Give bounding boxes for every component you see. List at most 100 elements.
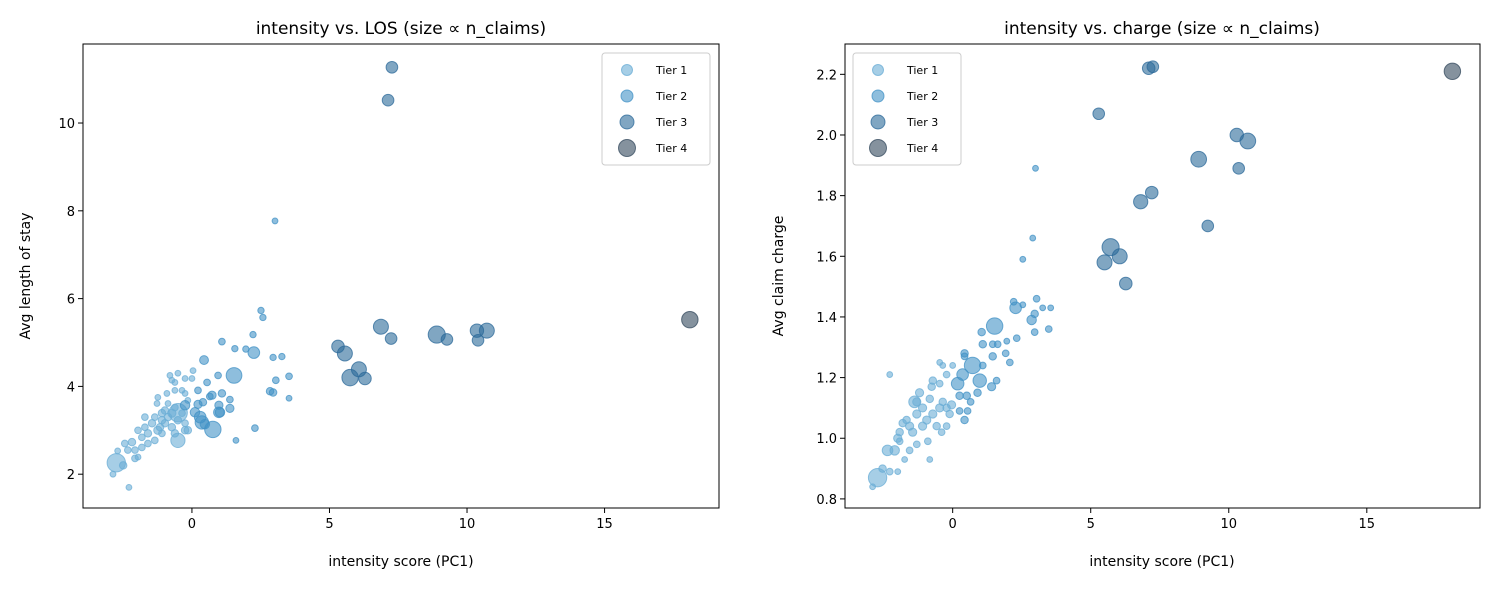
data-point-tier-2 — [955, 391, 964, 401]
data-point-tier-1 — [867, 467, 888, 488]
data-point-tier-2 — [1032, 164, 1039, 172]
data-point-tier-2 — [1019, 255, 1027, 263]
data-point-tier-1 — [942, 370, 951, 379]
legend-marker-tier-2 — [871, 89, 885, 103]
data-point-tier-1 — [188, 375, 196, 382]
data-point-tier-1 — [138, 433, 146, 442]
y-tick-label: 10 — [58, 117, 75, 132]
data-point-tier-2 — [960, 352, 969, 361]
data-point-tier-2 — [973, 388, 982, 398]
data-points — [106, 60, 699, 491]
data-point-tier-2 — [993, 340, 1002, 349]
y-tick-label: 1.2 — [816, 372, 837, 387]
data-point-tier-3 — [1119, 276, 1133, 291]
data-point-tier-2 — [231, 344, 239, 353]
data-point-tier-1 — [923, 437, 932, 446]
data-point-tier-1 — [914, 388, 925, 398]
legend-label: Tier 4 — [655, 142, 687, 155]
y-tick-label: 1.4 — [816, 311, 837, 326]
data-point-tier-1 — [917, 421, 928, 431]
data-point-tier-1 — [894, 468, 902, 476]
data-point-tier-3 — [1239, 132, 1257, 150]
data-point-tier-1 — [886, 371, 894, 378]
data-point-tier-1 — [170, 429, 180, 438]
data-point-tier-2 — [251, 424, 259, 432]
chart-title: intensity vs. charge (size ∝ n_claims) — [1004, 19, 1320, 39]
data-point-tier-2 — [1039, 304, 1047, 312]
legend-label: Tier 2 — [906, 90, 938, 103]
data-point-tier-3 — [372, 318, 389, 335]
legend-marker-tier-1 — [621, 64, 633, 76]
data-point-tier-1 — [928, 409, 938, 419]
data-point-tier-2 — [1047, 304, 1055, 312]
data-point-tier-1 — [926, 456, 934, 463]
data-point-tier-1 — [901, 456, 909, 463]
data-point-tier-3 — [440, 333, 454, 346]
data-point-tier-1 — [134, 426, 142, 435]
data-point-tier-1 — [925, 394, 935, 404]
data-point-tier-1 — [889, 445, 900, 456]
data-point-tier-2 — [1009, 297, 1018, 306]
data-point-tier-2 — [992, 376, 1001, 385]
legend-label: Tier 1 — [906, 64, 938, 77]
data-point-tier-1 — [902, 415, 911, 425]
data-point-tier-2 — [956, 368, 969, 381]
plot-frame — [844, 43, 1481, 509]
data-point-tier-3 — [1096, 254, 1113, 271]
chart-title: intensity vs. LOS (size ∝ n_claims) — [256, 19, 546, 39]
legend-marker-tier-3 — [619, 114, 635, 130]
x-tick-label: 10 — [1220, 517, 1237, 532]
data-point-tier-1 — [150, 436, 159, 445]
y-tick-label: 2.0 — [816, 129, 837, 144]
data-points — [867, 60, 1462, 491]
x-tick-label: 0 — [949, 517, 957, 532]
data-point-tier-3 — [1232, 162, 1246, 175]
data-point-tier-2 — [285, 372, 293, 381]
data-point-tier-1 — [155, 422, 165, 432]
data-point-tier-2 — [249, 330, 257, 339]
data-point-tier-1 — [157, 408, 167, 418]
data-point-tier-2 — [1003, 337, 1011, 345]
data-point-tier-4 — [1443, 62, 1462, 81]
los-scatter-plot: intensity vs. LOS (size ∝ n_claims) inte… — [18, 19, 720, 570]
legend-marker-tier-2 — [620, 89, 634, 103]
data-point-tier-1 — [189, 367, 197, 375]
data-point-tier-1 — [120, 439, 129, 448]
data-point-tier-3 — [358, 371, 372, 386]
y-tick-label: 4 — [67, 380, 75, 395]
data-point-tier-1 — [150, 413, 159, 421]
data-point-tier-2 — [963, 356, 982, 375]
data-point-tier-2 — [988, 352, 997, 361]
data-point-tier-2 — [986, 382, 997, 392]
data-point-tier-2 — [1019, 301, 1027, 309]
data-point-tier-1 — [927, 382, 936, 391]
data-point-tier-1 — [946, 400, 957, 410]
x-tick-label: 15 — [1359, 517, 1376, 532]
data-point-tier-2 — [247, 346, 261, 359]
data-point-tier-1 — [942, 422, 951, 430]
data-point-tier-2 — [978, 361, 987, 370]
data-point-tier-1 — [895, 437, 904, 446]
data-point-tier-2 — [198, 397, 208, 407]
data-point-tier-3 — [384, 332, 398, 345]
data-point-tier-2 — [278, 352, 286, 361]
data-point-tier-1 — [144, 439, 152, 448]
x-tick-label: 15 — [596, 517, 613, 532]
data-point-tier-1 — [141, 423, 149, 432]
legend-marker-tier-1 — [872, 64, 884, 76]
data-point-tier-1 — [171, 386, 179, 394]
data-point-tier-4 — [681, 310, 699, 329]
data-point-tier-2 — [962, 391, 972, 401]
data-point-tier-2 — [218, 337, 226, 346]
data-point-tier-2 — [205, 392, 214, 401]
legend-label: Tier 4 — [906, 142, 938, 155]
data-point-tier-1 — [118, 461, 128, 470]
data-point-tier-2 — [1005, 358, 1014, 367]
data-point-tier-1 — [908, 427, 918, 437]
data-point-tier-3 — [336, 345, 353, 362]
data-point-tier-2 — [257, 306, 265, 315]
x-tick-label: 10 — [459, 517, 476, 532]
data-point-tier-1 — [125, 483, 133, 491]
data-point-tier-2 — [1030, 309, 1039, 319]
